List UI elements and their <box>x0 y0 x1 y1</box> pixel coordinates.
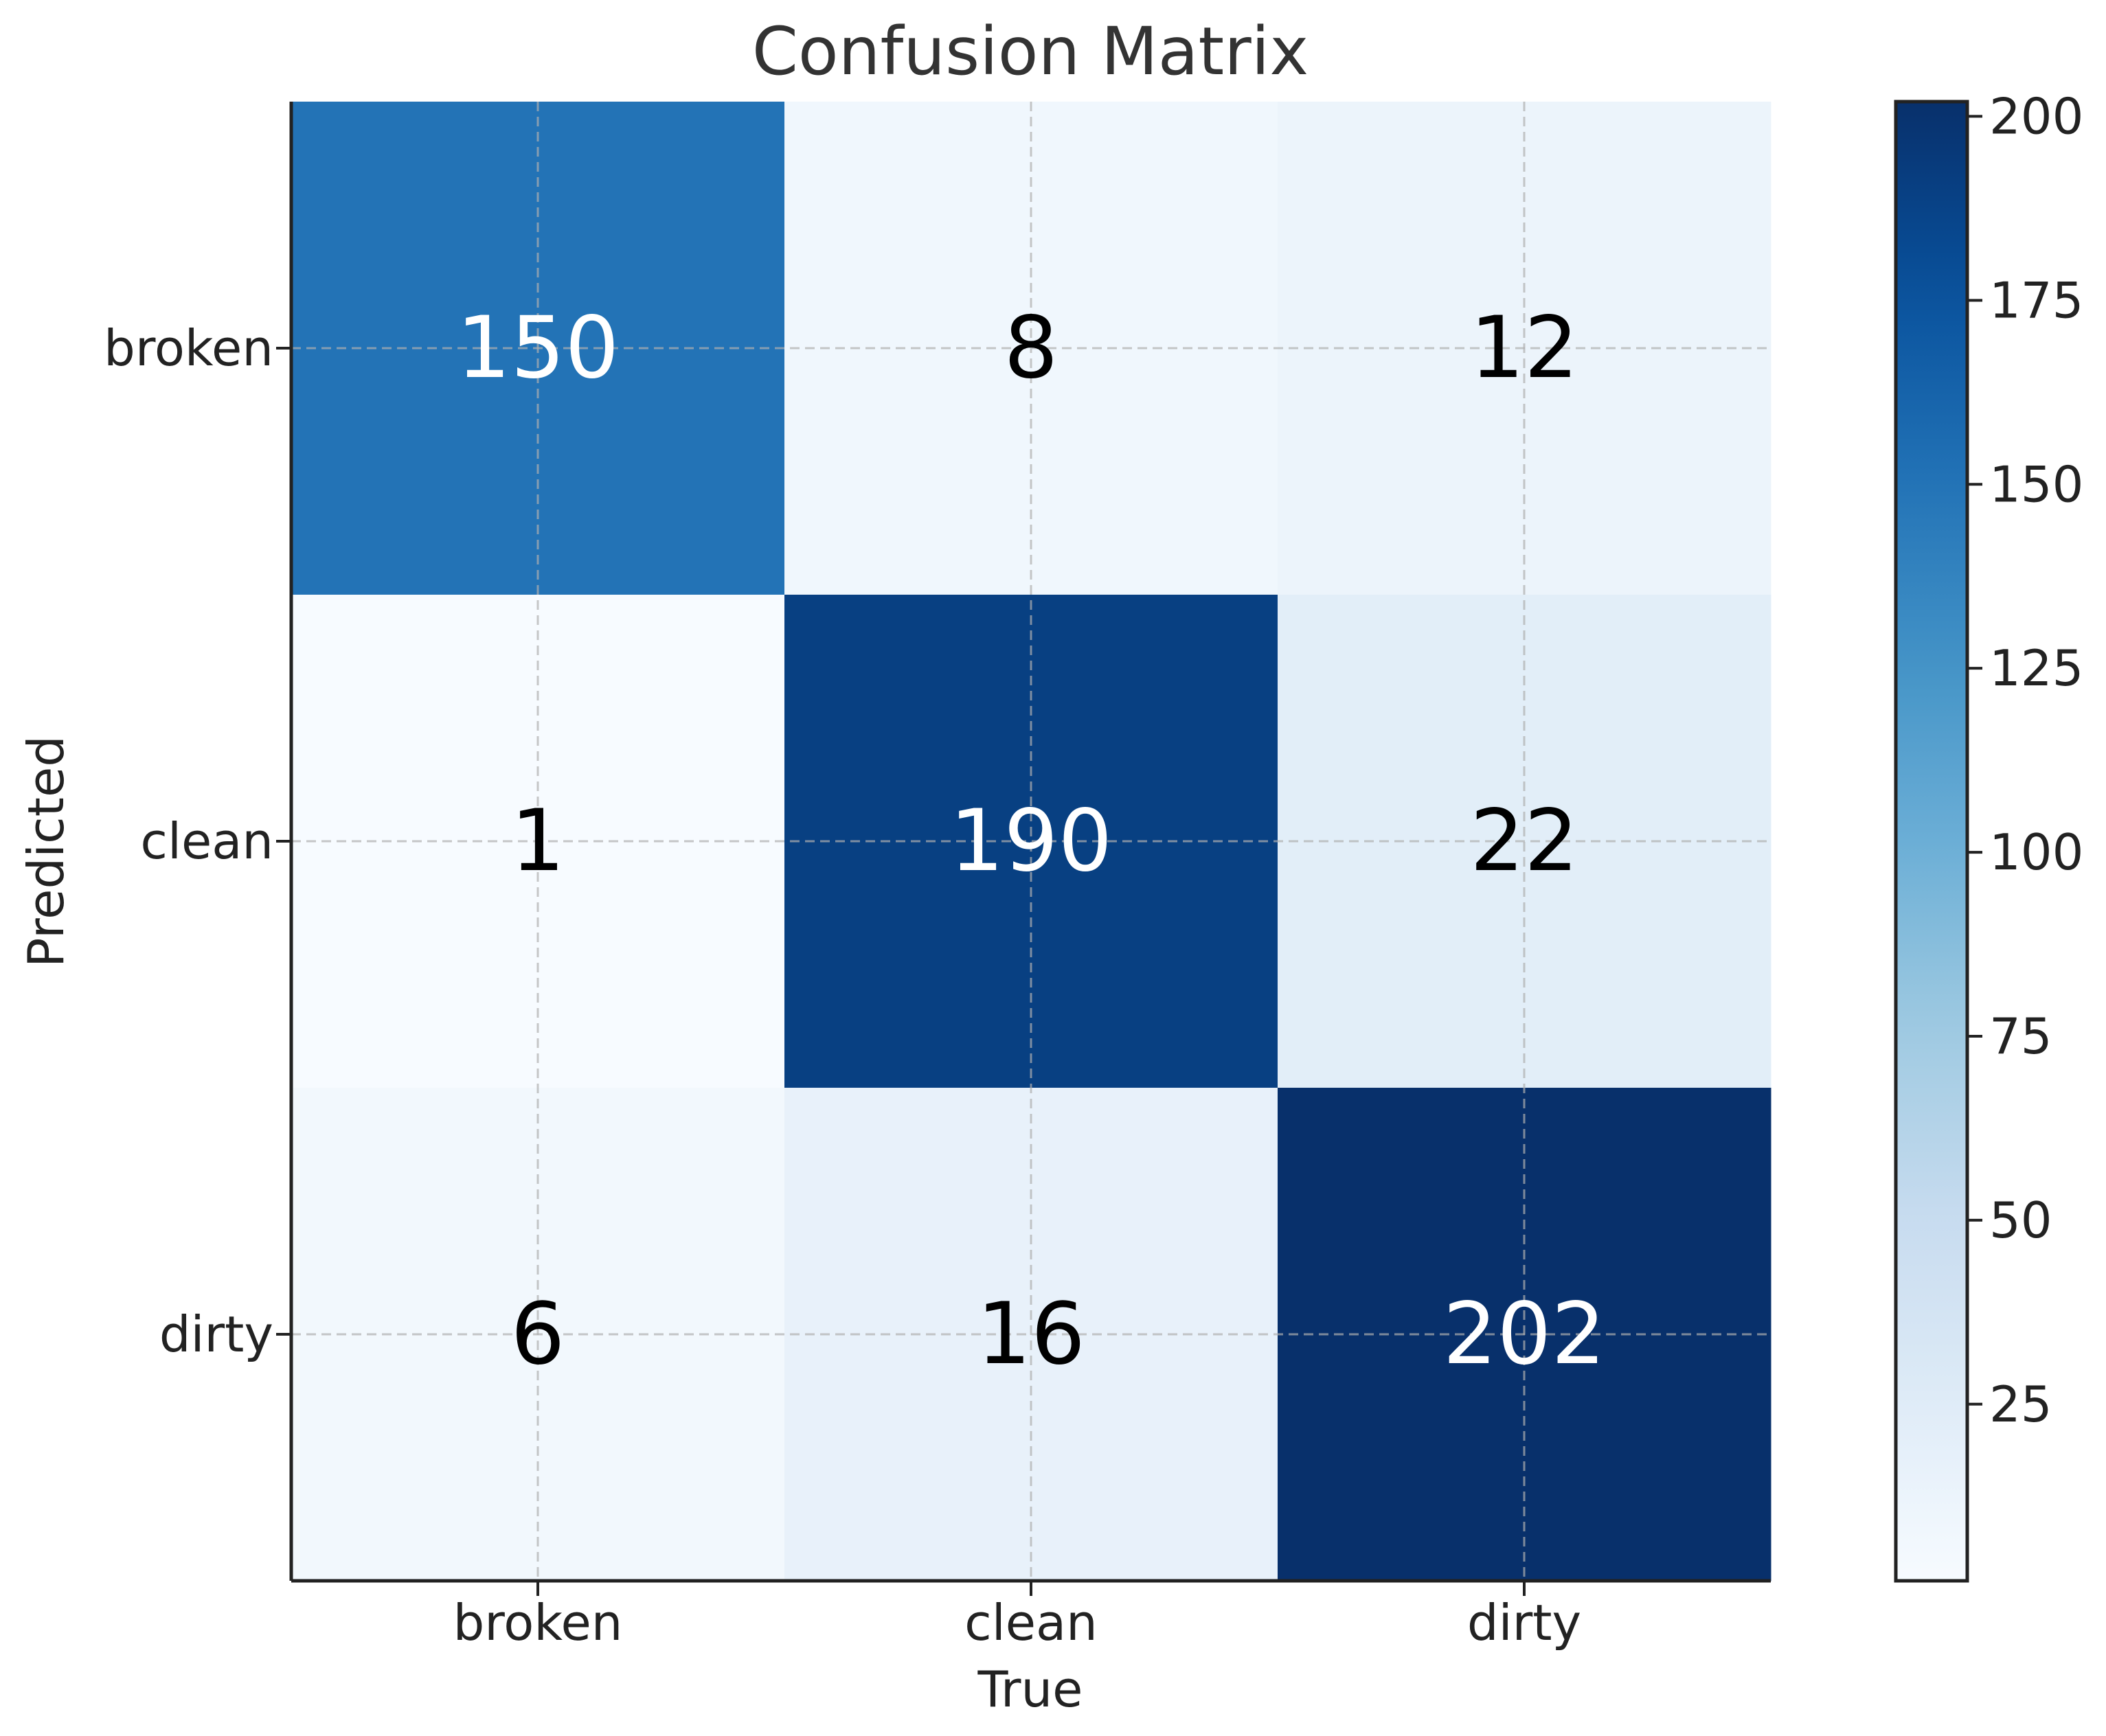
chart-title: Confusion Matrix <box>752 13 1309 90</box>
y-tick-label: clean <box>140 812 273 870</box>
colorbar-tick-label: 50 <box>1989 1191 2052 1249</box>
colorbar-tick-label: 125 <box>1989 639 2083 697</box>
cell-value-label: 8 <box>1004 299 1058 398</box>
x-axis-ticks: broken clean dirty <box>453 1581 1581 1652</box>
colorbar-tick-label: 75 <box>1989 1007 2052 1065</box>
cell-value-label: 16 <box>977 1285 1085 1384</box>
colorbar-gradient <box>1894 100 1969 1583</box>
cell-value-label: 6 <box>511 1285 565 1384</box>
y-axis-ticks: broken clean dirty <box>104 319 291 1363</box>
colorbar-tick-label: 100 <box>1989 823 2083 881</box>
y-tick-label: broken <box>104 319 273 377</box>
cell-value-label: 12 <box>1470 299 1578 398</box>
colorbar: 25 50 75 100 125 150 175 200 <box>1894 87 2083 1583</box>
cell-value-label: 202 <box>1443 1285 1606 1384</box>
x-tick-label: clean <box>964 1594 1098 1652</box>
x-tick-label: dirty <box>1467 1594 1581 1652</box>
cell-value-label: 150 <box>457 299 620 398</box>
x-tick-label: broken <box>453 1594 623 1652</box>
x-axis-label: True <box>977 1660 1083 1718</box>
cell-value-labels: 150 8 12 1 190 22 6 16 202 <box>457 299 1606 1384</box>
y-axis-label: Predicted <box>17 735 75 968</box>
colorbar-tick-label: 200 <box>1989 87 2083 145</box>
cell-value-label: 22 <box>1470 792 1578 891</box>
colorbar-tick-label: 25 <box>1989 1375 2052 1433</box>
y-tick-label: dirty <box>159 1305 273 1363</box>
grid-lines <box>291 102 1771 1581</box>
colorbar-tick-label: 150 <box>1989 455 2083 513</box>
colorbar-tick-label: 175 <box>1989 271 2083 329</box>
cell-value-label: 1 <box>511 792 565 891</box>
cell-value-label: 190 <box>950 792 1113 891</box>
